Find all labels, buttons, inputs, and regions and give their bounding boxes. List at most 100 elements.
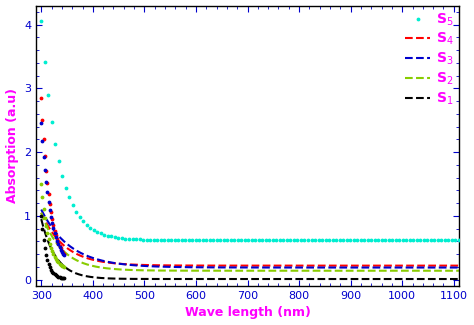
- Line: S$_4$: S$_4$: [41, 213, 459, 266]
- S$_5$: [427, 238, 435, 243]
- X-axis label: Wave length (nm): Wave length (nm): [184, 306, 310, 319]
- S$_5$: [280, 238, 287, 243]
- Point: [59, 264, 67, 269]
- S$_5$: [164, 237, 172, 242]
- Point: [50, 270, 57, 276]
- S$_5$: [343, 238, 350, 243]
- S$_5$: [80, 219, 87, 224]
- S$_5$: [399, 238, 407, 243]
- S$_5$: [448, 238, 456, 243]
- Point: [46, 207, 54, 212]
- S$_5$: [378, 238, 385, 243]
- S$_5$: [287, 238, 294, 243]
- S$_3$: [38, 208, 44, 212]
- S$_5$: [336, 238, 343, 243]
- S$_3$: [230, 266, 236, 269]
- S$_5$: [213, 238, 220, 243]
- S$_5$: [125, 236, 133, 241]
- Point: [55, 240, 62, 245]
- S$_1$: [444, 277, 449, 281]
- Point: [37, 95, 45, 100]
- S$_5$: [259, 238, 266, 243]
- S$_2$: [38, 211, 44, 215]
- Point: [37, 213, 45, 218]
- S$_5$: [132, 237, 140, 242]
- Point: [37, 181, 45, 187]
- S$_5$: [364, 238, 372, 243]
- S$_5$: [322, 238, 329, 243]
- Point: [47, 209, 55, 215]
- Point: [47, 214, 55, 219]
- Point: [54, 258, 61, 263]
- S$_5$: [420, 238, 428, 243]
- S$_5$: [90, 227, 98, 232]
- S$_5$: [153, 237, 161, 242]
- Point: [54, 274, 61, 279]
- S$_1$: [38, 217, 44, 221]
- S$_5$: [55, 159, 63, 164]
- S$_2$: [241, 269, 247, 273]
- S$_5$: [97, 231, 105, 236]
- Legend: S$_5$, S$_4$, S$_3$, S$_2$, S$_1$: S$_5$, S$_4$, S$_3$, S$_2$, S$_1$: [402, 8, 456, 110]
- Point: [44, 190, 51, 195]
- S$_5$: [402, 238, 410, 243]
- S$_5$: [150, 237, 157, 242]
- Point: [52, 256, 60, 262]
- S$_4$: [444, 264, 449, 267]
- S$_5$: [315, 238, 322, 243]
- S$_2$: [444, 269, 449, 273]
- S$_5$: [111, 235, 119, 240]
- S$_5$: [276, 238, 284, 243]
- S$_5$: [308, 238, 315, 243]
- Point: [44, 257, 51, 262]
- Point: [59, 276, 67, 281]
- S$_5$: [252, 238, 259, 243]
- S$_5$: [301, 238, 308, 243]
- Point: [61, 252, 68, 257]
- S$_5$: [248, 238, 255, 243]
- S$_3$: [367, 266, 373, 269]
- S$_5$: [83, 222, 91, 227]
- S$_5$: [122, 236, 129, 241]
- S$_5$: [385, 238, 392, 243]
- Point: [51, 228, 58, 233]
- Point: [59, 251, 67, 256]
- S$_5$: [413, 238, 420, 243]
- S$_5$: [255, 238, 263, 243]
- Point: [55, 242, 62, 247]
- Point: [58, 263, 66, 268]
- S$_5$: [146, 237, 154, 242]
- S$_3$: [241, 266, 247, 269]
- S$_5$: [445, 238, 452, 243]
- S$_5$: [210, 238, 217, 243]
- Point: [40, 137, 47, 142]
- Line: S$_2$: S$_2$: [41, 213, 459, 271]
- S$_5$: [406, 238, 414, 243]
- S$_5$: [37, 19, 45, 24]
- S$_4$: [230, 264, 236, 267]
- S$_4$: [367, 264, 373, 267]
- Point: [42, 224, 50, 229]
- S$_2$: [444, 269, 450, 273]
- S$_5$: [417, 238, 424, 243]
- Point: [51, 254, 58, 259]
- Line: S$_3$: S$_3$: [41, 210, 459, 267]
- S$_5$: [265, 238, 273, 243]
- S$_5$: [188, 238, 196, 243]
- Point: [51, 230, 58, 236]
- S$_5$: [220, 238, 228, 243]
- S$_2$: [60, 248, 65, 252]
- S$_5$: [230, 238, 238, 243]
- S$_5$: [455, 238, 463, 243]
- Point: [61, 276, 68, 281]
- S$_5$: [234, 238, 242, 243]
- Point: [45, 199, 52, 204]
- Point: [61, 265, 68, 270]
- S$_5$: [241, 238, 249, 243]
- S$_5$: [430, 238, 438, 243]
- Point: [54, 237, 61, 242]
- S$_5$: [441, 238, 449, 243]
- Point: [39, 118, 46, 123]
- Point: [42, 168, 50, 173]
- S$_5$: [350, 238, 357, 243]
